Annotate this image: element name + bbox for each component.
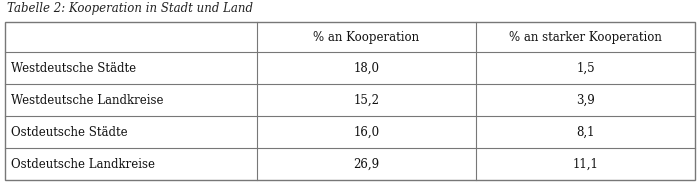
Text: 15,2: 15,2 <box>354 93 379 107</box>
Text: 8,1: 8,1 <box>576 125 595 139</box>
Bar <box>5 22 695 180</box>
Text: Westdeutsche Landkreise: Westdeutsche Landkreise <box>11 93 164 107</box>
Text: 1,5: 1,5 <box>576 61 595 75</box>
Text: % an starker Kooperation: % an starker Kooperation <box>509 31 662 43</box>
Bar <box>5 22 695 180</box>
Text: Tabelle 2: Kooperation in Stadt und Land: Tabelle 2: Kooperation in Stadt und Land <box>7 2 253 15</box>
Text: 26,9: 26,9 <box>354 157 379 171</box>
Text: Ostdeutsche Landkreise: Ostdeutsche Landkreise <box>11 157 155 171</box>
Text: 11,1: 11,1 <box>573 157 598 171</box>
Text: Westdeutsche Städte: Westdeutsche Städte <box>11 61 136 75</box>
Text: 18,0: 18,0 <box>354 61 379 75</box>
Text: Ostdeutsche Städte: Ostdeutsche Städte <box>11 125 127 139</box>
Text: 3,9: 3,9 <box>576 93 595 107</box>
Text: % an Kooperation: % an Kooperation <box>314 31 419 43</box>
Text: 16,0: 16,0 <box>354 125 379 139</box>
